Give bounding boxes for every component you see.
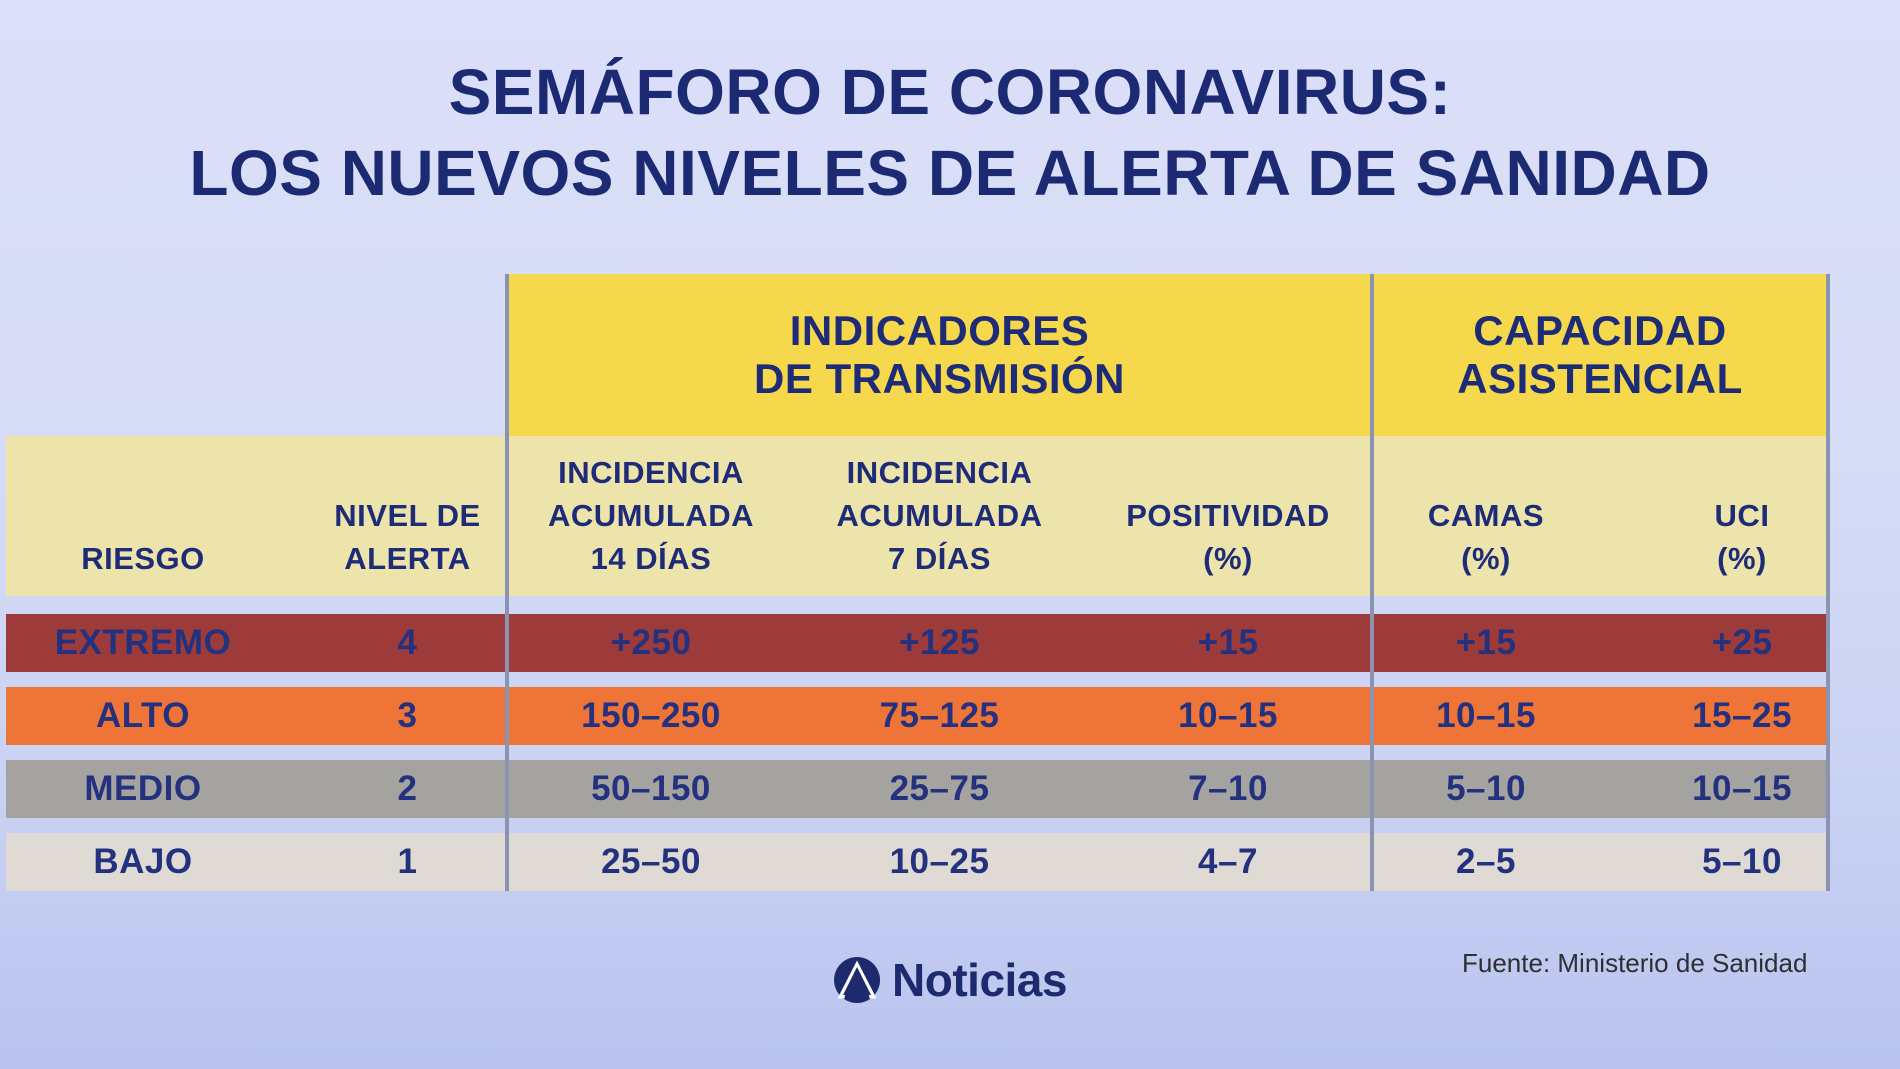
group-header-transmision-line2: DE TRANSMISIÓN (753, 355, 1125, 402)
cell-ia14: 150–250 (581, 696, 721, 735)
column-header-ia14: INCIDENCIA ACUMULADA 14 DÍAS (507, 436, 795, 596)
column-header-riesgo: RIESGO (6, 436, 280, 596)
cell-riesgo: MEDIO (84, 769, 202, 808)
column-header-band: RIESGO NIVEL DE ALERTA INCIDENCIA ACUMUL… (6, 436, 1828, 596)
source-credit: Fuente: Ministerio de Sanidad (1462, 948, 1808, 978)
column-header-nivel-line2: ALERTA (344, 541, 471, 576)
page-title: SEMÁFORO DE CORONAVIRUS: LOS NUEVOS NIVE… (0, 52, 1900, 214)
cell-riesgo: EXTREMO (54, 623, 232, 662)
column-header-uci-line2: (%) (1717, 541, 1767, 576)
column-header-nivel-line1: NIVEL DE (334, 498, 481, 533)
column-header-ia14-line1: INCIDENCIA (558, 455, 744, 490)
column-header-camas: CAMAS (%) (1372, 436, 1600, 596)
cell-positividad: 4–7 (1198, 842, 1258, 881)
cell-uci: 15–25 (1692, 696, 1792, 735)
column-header-camas-line2: (%) (1461, 541, 1511, 576)
group-header-capacidad-line1: CAPACIDAD (1473, 307, 1727, 354)
cell-ia7: 75–125 (879, 696, 1000, 735)
cell-uci: +25 (1711, 623, 1773, 662)
group-header-transmision-line1: INDICADORES (789, 307, 1090, 354)
table-row-alto: ALTO 3 150–250 75–125 10–15 10–15 15–25 (6, 687, 1828, 745)
column-header-riesgo-line: RIESGO (81, 541, 205, 576)
group-header-band: INDICADORES DE TRANSMISIÓN CAPACIDAD ASI… (507, 274, 1828, 436)
cell-nivel: 4 (397, 623, 418, 662)
column-header-ia7: INCIDENCIA ACUMULADA 7 DÍAS (795, 436, 1084, 596)
group-header-transmision: INDICADORES DE TRANSMISIÓN (507, 274, 1372, 436)
column-header-nivel: NIVEL DE ALERTA (280, 436, 507, 596)
cell-positividad: 7–10 (1188, 769, 1268, 808)
antena3-noticias-logo: Noticias (833, 953, 1067, 1007)
cell-uci: 5–10 (1702, 842, 1782, 881)
cell-nivel: 3 (397, 696, 418, 735)
cell-ia7: 25–75 (889, 769, 990, 808)
column-header-ia7-line1: INCIDENCIA (846, 455, 1033, 490)
cell-positividad: 10–15 (1178, 696, 1278, 735)
cell-camas: 10–15 (1436, 696, 1536, 735)
page-title-line1: SEMÁFORO DE CORONAVIRUS: (448, 56, 1452, 128)
cell-ia7: +125 (899, 623, 980, 662)
group-header-capacidad: CAPACIDAD ASISTENCIAL (1372, 274, 1828, 436)
column-header-ia7-line3: 7 DÍAS (888, 541, 991, 576)
divider-middle (1370, 274, 1374, 891)
group-header-capacidad-line2: ASISTENCIAL (1457, 355, 1743, 402)
cell-uci: 10–15 (1692, 769, 1792, 808)
cell-camas: +15 (1455, 623, 1517, 662)
cell-riesgo: ALTO (95, 696, 191, 735)
table-row-bajo: BAJO 1 25–50 10–25 4–7 2–5 5–10 (6, 833, 1828, 891)
column-header-camas-line1: CAMAS (1427, 498, 1545, 533)
column-header-uci-line1: UCI (1714, 498, 1770, 533)
table-row-medio: MEDIO 2 50–150 25–75 7–10 5–10 10–15 (6, 760, 1828, 818)
cell-camas: 2–5 (1456, 842, 1516, 881)
table-row-extremo: EXTREMO 4 +250 +125 +15 +15 +25 (6, 614, 1828, 672)
divider-right (1826, 274, 1830, 891)
cell-ia14: 50–150 (591, 769, 711, 808)
cell-positividad: +15 (1197, 623, 1259, 662)
antena3-icon (833, 956, 881, 1004)
column-header-positividad: POSITIVIDAD (%) (1084, 436, 1372, 596)
column-header-ia14-line3: 14 DÍAS (590, 541, 712, 576)
column-header-positividad-line2: (%) (1203, 541, 1253, 576)
divider-left (505, 274, 509, 891)
page-title-line2: LOS NUEVOS NIVELES DE ALERTA DE SANIDAD (189, 137, 1711, 209)
brand-wordmark: Noticias (892, 954, 1067, 1006)
column-header-ia14-line2: ACUMULADA (548, 498, 754, 533)
column-header-uci: UCI (%) (1600, 436, 1828, 596)
cell-nivel: 1 (397, 842, 418, 881)
cell-ia14: 25–50 (601, 842, 701, 881)
cell-camas: 5–10 (1446, 769, 1526, 808)
column-header-positividad-line1: POSITIVIDAD (1126, 498, 1330, 533)
column-header-ia7-line2: ACUMULADA (836, 498, 1043, 533)
cell-riesgo: BAJO (93, 842, 193, 881)
cell-ia14: +250 (610, 623, 692, 662)
cell-nivel: 2 (397, 769, 418, 808)
cell-ia7: 10–25 (889, 842, 990, 881)
